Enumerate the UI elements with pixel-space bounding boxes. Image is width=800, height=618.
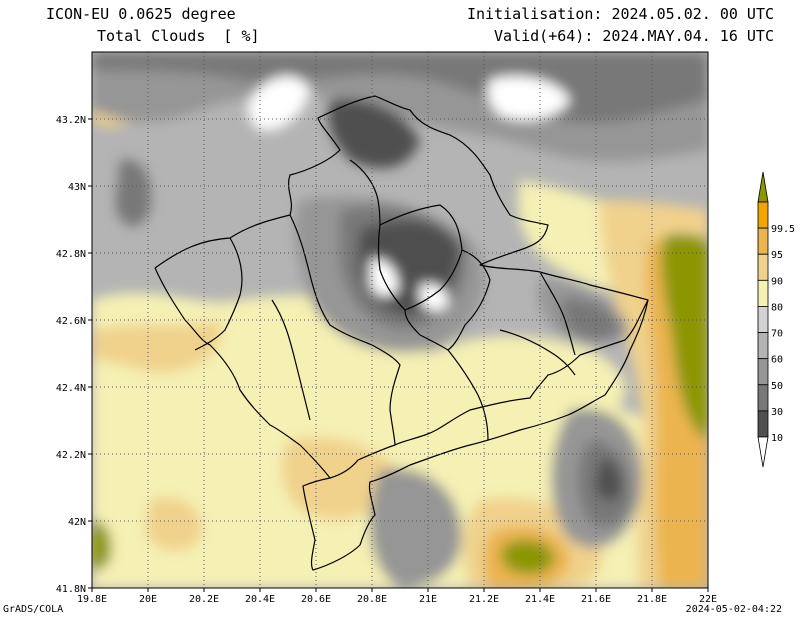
cloud-zone-darkest [328, 99, 420, 169]
lat-tick-label: 42.8N [56, 249, 86, 260]
lon-tick-label: 22E [699, 594, 717, 605]
region-border [447, 349, 489, 441]
colorbar-label: 10 [771, 433, 783, 444]
lat-tick-label: 43N [68, 182, 86, 193]
cloud-zone-dark [115, 159, 151, 227]
cloud-zone-clear [247, 76, 310, 131]
cloud-zone-beige [281, 437, 400, 520]
country-border [154, 95, 649, 571]
region-border [404, 249, 491, 351]
colorbar-segment [757, 358, 769, 386]
lat-tick-label: 42.6N [56, 316, 86, 327]
colorbar-label: 95 [771, 250, 783, 261]
colorbar-segment [757, 332, 769, 360]
model-title: ICON-EU 0.0625 degree [46, 5, 236, 23]
cloud-zone-olive [501, 539, 555, 575]
lat-tick-label: 43.2N [56, 115, 86, 126]
colorbar: 10 30 50 60 70 80 90 95 99.5 [757, 171, 795, 468]
cloud-zone-darkest [595, 459, 622, 501]
colorbar-segment [757, 306, 769, 333]
colorbar-segment [757, 384, 769, 412]
colorbar-bottom-cap [757, 436, 769, 468]
colorbar-label: 50 [771, 381, 783, 392]
colorbar-label: 30 [771, 407, 783, 418]
colorbar-label: 60 [771, 355, 783, 366]
lon-tick-label: 20.4E [245, 594, 275, 605]
cloud-zone-beige [145, 497, 202, 551]
lon-tick-label: 21.6E [581, 594, 611, 605]
lon-tick-label: 20.2E [189, 594, 219, 605]
lat-tick-label: 41.8N [56, 584, 86, 595]
region-border [194, 237, 243, 351]
lon-tick-label: 21.4E [525, 594, 555, 605]
valid-time: Valid(+64): 2024.MAY.04. 16 UTC [494, 27, 774, 45]
lon-tick-label: 21E [419, 594, 437, 605]
colorbar-segment [757, 201, 769, 229]
lat-tick-label: 42.2N [56, 450, 86, 461]
timestamp-label: 2024-05-02-04:22 [685, 604, 782, 615]
lon-axis: 19.8E 20E 20.2E 20.4E 20.6E 20.8E 21E 21.2E 21.4… [77, 588, 717, 605]
cloud-zone-beige [92, 320, 222, 373]
colorbar-segment [757, 410, 769, 438]
colorbar-label: 90 [771, 276, 783, 287]
colorbar-label: 70 [771, 329, 783, 340]
cloud-zone-clear [370, 259, 399, 297]
field-title: Total Clouds [ %] [97, 27, 260, 45]
cloud-zone-clear [487, 76, 570, 120]
lat-tick-label: 42N [68, 517, 86, 528]
cloud-zone-dark [560, 299, 620, 340]
lat-axis: 41.8N 42N 42.2N 42.4N 42.6N 42.8N 43N 43.2N [56, 115, 92, 595]
map-plot-area [91, 51, 709, 589]
colorbar-segment [757, 227, 769, 255]
colorbar-segment [757, 253, 769, 281]
region-border [377, 204, 463, 311]
lon-tick-label: 20E [139, 594, 157, 605]
lon-tick-label: 19.8E [77, 594, 107, 605]
cloud-zone-olive [92, 520, 112, 571]
colorbar-label: 80 [771, 302, 783, 313]
cloud-zone-grey [369, 468, 462, 588]
colorbar-segment [757, 279, 769, 307]
initialisation-time: Initialisation: 2024.05.02. 00 UTC [466, 5, 774, 23]
region-border [349, 159, 381, 226]
cloud-zone-olive [661, 233, 708, 440]
region-border [271, 299, 311, 421]
colorbar-top-cap [757, 171, 769, 203]
credit-label: GrADS/COLA [3, 604, 64, 615]
lon-tick-label: 21.2E [469, 594, 499, 605]
lon-tick-label: 20.8E [357, 594, 387, 605]
lon-tick-label: 20.6E [301, 594, 331, 605]
lon-tick-label: 21.8E [637, 594, 667, 605]
cloud-zone-clear [420, 283, 449, 312]
colorbar-label: 99.5 [771, 224, 795, 235]
map-grid [92, 52, 708, 588]
region-border [499, 329, 576, 376]
lat-tick-label: 42.4N [56, 383, 86, 394]
